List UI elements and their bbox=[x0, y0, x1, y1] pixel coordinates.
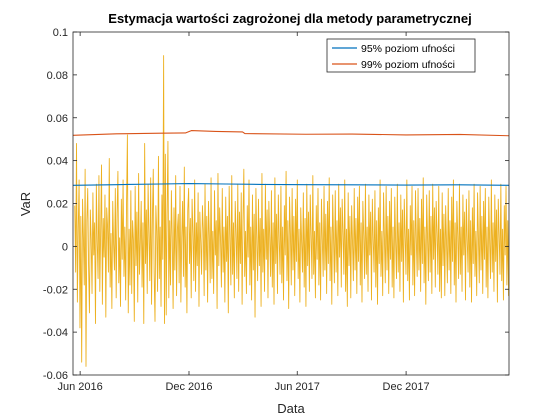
series-layer bbox=[73, 55, 509, 367]
y-tick-label: -0.04 bbox=[43, 327, 68, 339]
legend-label-99: 99% poziom ufności bbox=[361, 59, 455, 71]
y-tick-label: 0.04 bbox=[47, 156, 68, 168]
x-tick-label: Jun 2017 bbox=[275, 381, 320, 393]
y-tick-label: 0.08 bbox=[47, 70, 68, 82]
series-line-0 bbox=[73, 183, 509, 186]
y-tick-label: -0.06 bbox=[43, 370, 68, 382]
y-tick-label: 0 bbox=[62, 241, 68, 253]
x-tick-label: Jun 2016 bbox=[58, 381, 103, 393]
legend-box bbox=[326, 38, 476, 73]
chart-title: Estymacja wartości zagrożonej dla metody… bbox=[108, 11, 471, 26]
y-tick-label: -0.02 bbox=[43, 284, 68, 296]
x-tick-label: Dec 2016 bbox=[165, 381, 212, 393]
series-line-2 bbox=[74, 55, 509, 367]
y-axis-label: VaR bbox=[18, 192, 33, 216]
legend-label-95: 95% poziom ufności bbox=[361, 43, 455, 55]
x-tick-label: Dec 2017 bbox=[383, 381, 430, 393]
legend: 95% poziom ufności 99% poziom ufności bbox=[326, 38, 476, 73]
x-axis-label: Data bbox=[277, 401, 305, 416]
series-line-1 bbox=[73, 130, 509, 137]
axes: -0.06 -0.04 -0.02 0 0.02 0.04 0.06 0.08 0.1 Jun 2… bbox=[43, 27, 510, 393]
y-tick-label: 0.06 bbox=[47, 113, 68, 125]
y-tick-label: 0.1 bbox=[53, 27, 68, 39]
y-tick-label: 0.02 bbox=[47, 199, 68, 211]
